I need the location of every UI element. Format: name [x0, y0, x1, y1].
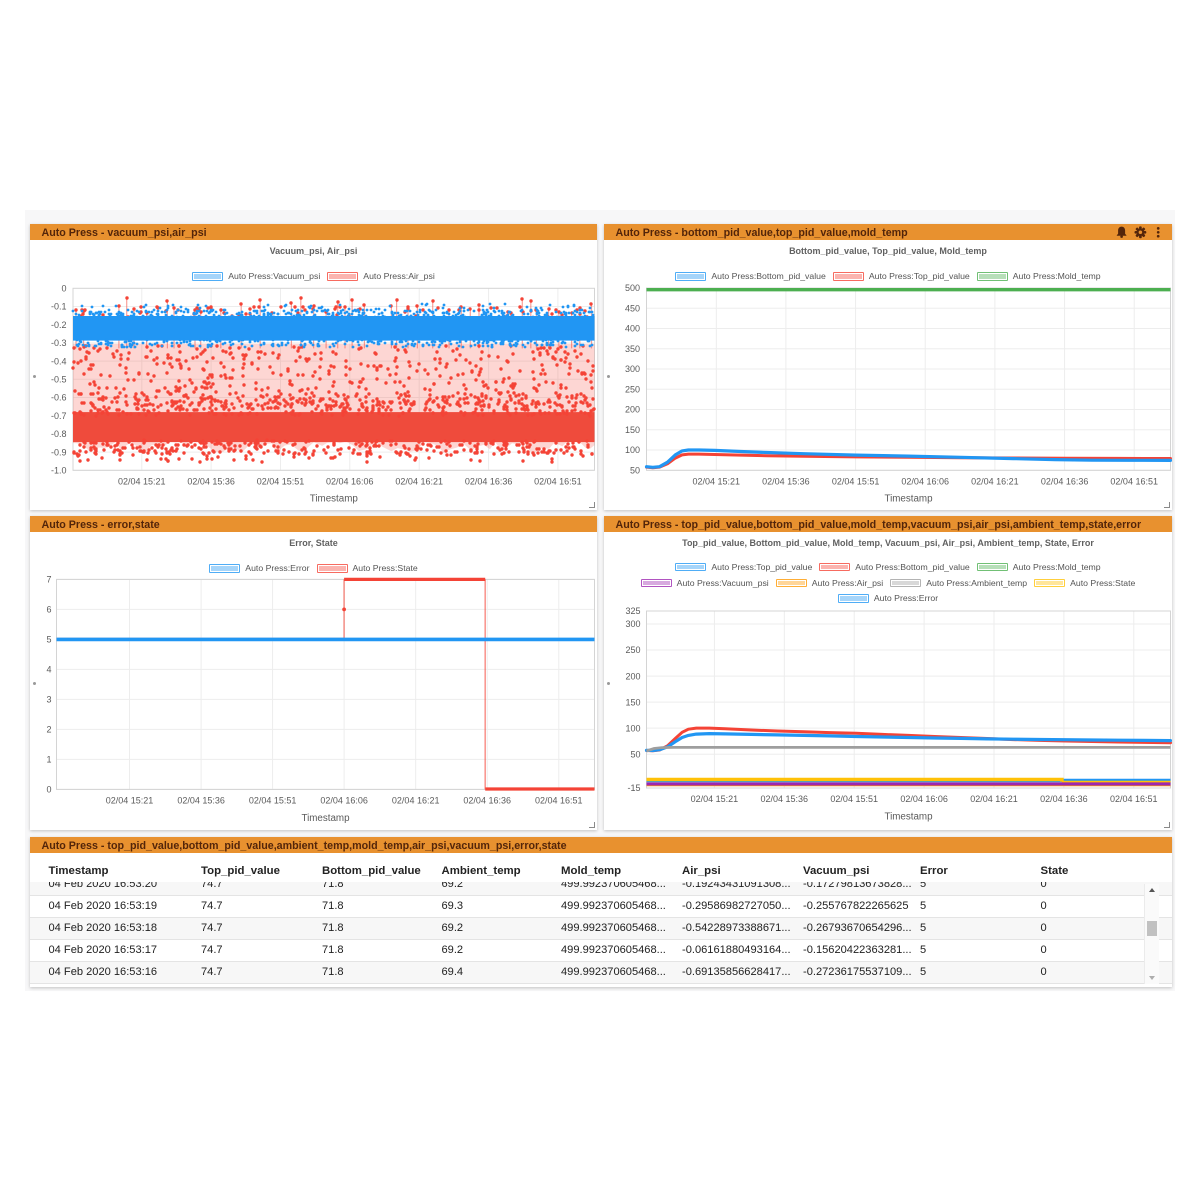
- svg-text:4: 4: [46, 665, 51, 675]
- svg-text:50: 50: [630, 749, 640, 759]
- svg-text:100: 100: [625, 445, 640, 455]
- svg-text:-1.0: -1.0: [51, 466, 67, 476]
- svg-text:02/04 15:36: 02/04 15:36: [761, 794, 809, 804]
- svg-text:02/04 16:06: 02/04 16:06: [901, 476, 949, 486]
- svg-text:450: 450: [625, 304, 640, 314]
- svg-text:350: 350: [625, 344, 640, 354]
- svg-text:02/04 16:21: 02/04 16:21: [970, 794, 1018, 804]
- svg-text:150: 150: [625, 425, 640, 435]
- svg-text:02/04 16:36: 02/04 16:36: [1041, 476, 1089, 486]
- svg-text:-0.6: -0.6: [51, 393, 67, 403]
- svg-text:02/04 16:36: 02/04 16:36: [1040, 794, 1088, 804]
- svg-text:100: 100: [625, 723, 640, 733]
- svg-text:02/04 16:51: 02/04 16:51: [1110, 794, 1158, 804]
- svg-text:02/04 16:51: 02/04 16:51: [534, 476, 582, 486]
- svg-text:02/04 15:51: 02/04 15:51: [249, 795, 297, 805]
- svg-text:-0.9: -0.9: [51, 447, 67, 457]
- svg-text:325: 325: [625, 606, 640, 616]
- svg-text:3: 3: [46, 695, 51, 705]
- svg-text:-15: -15: [627, 783, 640, 793]
- svg-text:02/04 15:51: 02/04 15:51: [832, 476, 880, 486]
- svg-text:-0.2: -0.2: [51, 320, 67, 330]
- svg-text:-0.8: -0.8: [51, 429, 67, 439]
- svg-text:02/04 15:21: 02/04 15:21: [693, 476, 741, 486]
- svg-text:200: 200: [625, 671, 640, 681]
- svg-text:200: 200: [625, 405, 640, 415]
- svg-text:500: 500: [625, 283, 640, 293]
- svg-text:Timestamp: Timestamp: [310, 494, 359, 505]
- svg-text:02/04 16:06: 02/04 16:06: [326, 476, 374, 486]
- svg-text:02/04 16:21: 02/04 16:21: [395, 476, 443, 486]
- svg-text:300: 300: [625, 364, 640, 374]
- svg-text:Timestamp: Timestamp: [884, 494, 933, 505]
- svg-text:1: 1: [46, 755, 51, 765]
- svg-text:Timestamp: Timestamp: [301, 813, 350, 824]
- svg-text:400: 400: [625, 324, 640, 334]
- svg-text:150: 150: [625, 697, 640, 707]
- svg-text:0: 0: [46, 785, 51, 795]
- svg-text:-0.5: -0.5: [51, 375, 67, 385]
- svg-text:-0.4: -0.4: [51, 356, 67, 366]
- svg-text:02/04 16:21: 02/04 16:21: [392, 795, 440, 805]
- svg-text:02/04 15:21: 02/04 15:21: [106, 795, 154, 805]
- svg-text:02/04 15:21: 02/04 15:21: [691, 794, 739, 804]
- svg-text:-0.3: -0.3: [51, 338, 67, 348]
- svg-text:02/04 16:36: 02/04 16:36: [463, 795, 511, 805]
- svg-text:Timestamp: Timestamp: [884, 811, 933, 822]
- svg-text:0: 0: [61, 284, 66, 294]
- svg-text:02/04 15:51: 02/04 15:51: [830, 794, 878, 804]
- svg-text:02/04 16:06: 02/04 16:06: [900, 794, 948, 804]
- svg-text:02/04 16:21: 02/04 16:21: [971, 476, 1019, 486]
- svg-text:02/04 15:36: 02/04 15:36: [762, 476, 810, 486]
- svg-text:50: 50: [630, 466, 640, 476]
- svg-text:02/04 15:21: 02/04 15:21: [118, 476, 166, 486]
- svg-text:300: 300: [625, 619, 640, 629]
- svg-text:2: 2: [46, 725, 51, 735]
- svg-text:6: 6: [46, 605, 51, 615]
- svg-text:02/04 15:36: 02/04 15:36: [177, 795, 225, 805]
- svg-text:02/04 16:36: 02/04 16:36: [465, 476, 513, 486]
- svg-text:-0.7: -0.7: [51, 411, 67, 421]
- svg-text:-0.1: -0.1: [51, 302, 67, 312]
- svg-text:02/04 15:51: 02/04 15:51: [257, 476, 305, 486]
- svg-text:02/04 15:36: 02/04 15:36: [187, 476, 235, 486]
- svg-text:7: 7: [46, 575, 51, 585]
- svg-text:02/04 16:06: 02/04 16:06: [320, 795, 368, 805]
- svg-text:02/04 16:51: 02/04 16:51: [535, 795, 583, 805]
- svg-text:02/04 16:51: 02/04 16:51: [1110, 476, 1158, 486]
- svg-text:5: 5: [46, 635, 51, 645]
- svg-text:250: 250: [625, 645, 640, 655]
- svg-text:250: 250: [625, 385, 640, 395]
